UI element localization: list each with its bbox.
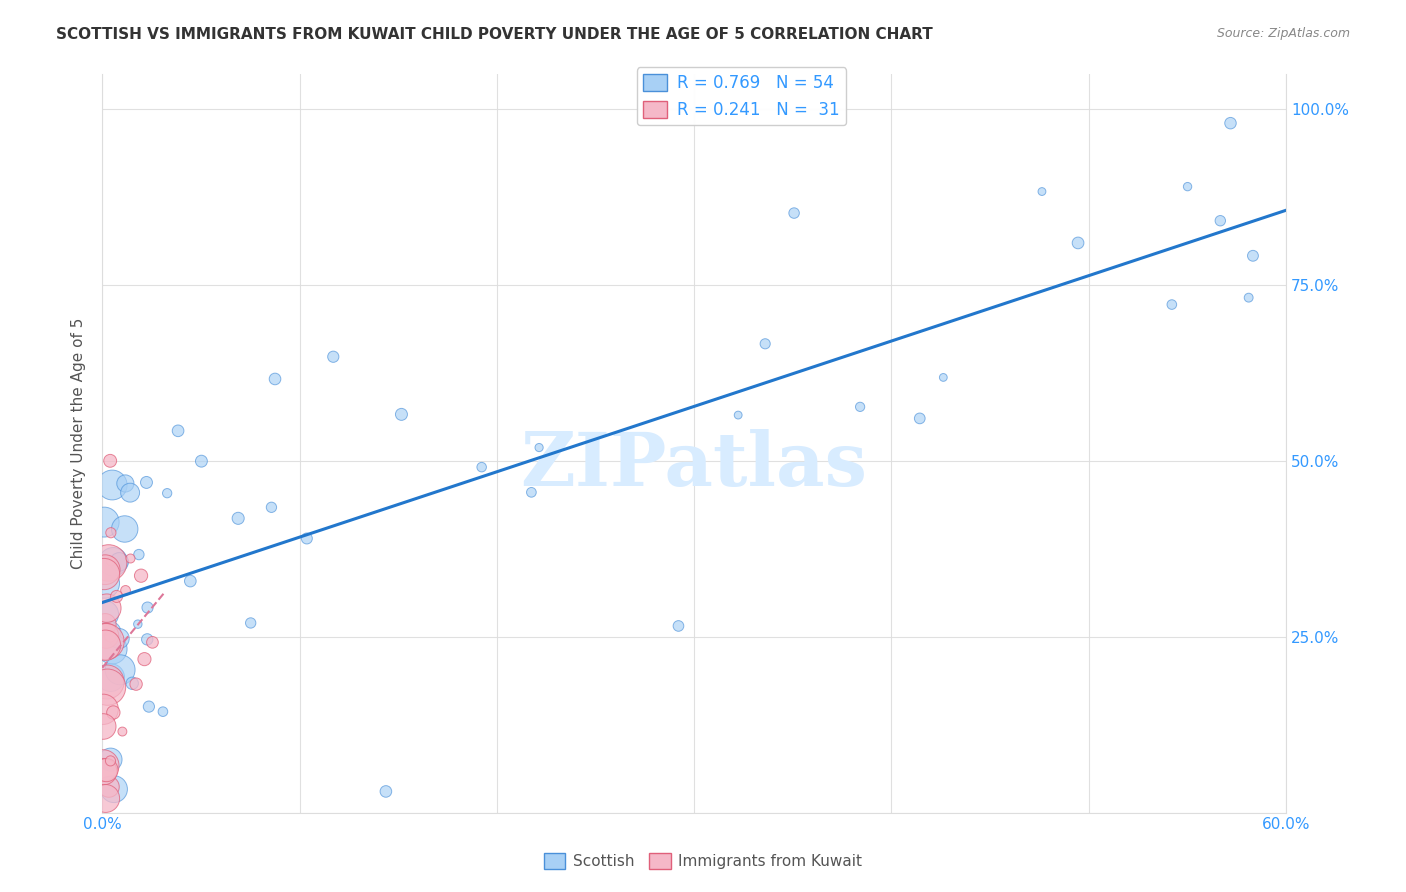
Point xyxy=(91,758,114,772)
Point xyxy=(96,763,118,777)
Point xyxy=(93,576,115,591)
Point xyxy=(1031,185,1053,199)
Text: Source: ZipAtlas.com: Source: ZipAtlas.com xyxy=(1216,27,1350,40)
Point xyxy=(94,791,117,805)
Point xyxy=(114,522,136,536)
Point xyxy=(101,642,124,657)
Point xyxy=(94,617,117,632)
Point xyxy=(120,551,142,566)
Point xyxy=(108,663,131,677)
Point xyxy=(103,782,125,797)
Point xyxy=(322,350,344,364)
Point xyxy=(98,625,121,640)
Point xyxy=(754,336,776,351)
Point xyxy=(96,675,118,690)
Point xyxy=(295,532,318,546)
Point xyxy=(1219,116,1241,130)
Point xyxy=(1237,291,1260,305)
Point xyxy=(134,652,156,666)
Point xyxy=(94,563,117,577)
Point xyxy=(179,574,201,588)
Point xyxy=(138,699,160,714)
Point xyxy=(94,634,117,648)
Point xyxy=(127,617,149,632)
Point xyxy=(783,206,806,220)
Text: ZIPatlas: ZIPatlas xyxy=(520,429,868,502)
Point xyxy=(135,475,157,490)
Point xyxy=(96,601,118,615)
Point xyxy=(100,525,122,540)
Point xyxy=(100,671,122,685)
Point xyxy=(98,629,121,643)
Point xyxy=(93,515,115,529)
Point xyxy=(93,764,115,779)
Point xyxy=(908,411,931,425)
Point xyxy=(141,635,163,649)
Point xyxy=(727,408,749,422)
Point xyxy=(226,511,249,525)
Point xyxy=(932,370,955,384)
Point xyxy=(91,702,114,716)
Point xyxy=(1160,297,1182,311)
Point xyxy=(100,753,122,767)
Point xyxy=(125,677,148,691)
Point xyxy=(97,556,120,570)
Point xyxy=(100,554,122,568)
Text: SCOTTISH VS IMMIGRANTS FROM KUWAIT CHILD POVERTY UNDER THE AGE OF 5 CORRELATION : SCOTTISH VS IMMIGRANTS FROM KUWAIT CHILD… xyxy=(56,27,934,42)
Point xyxy=(94,607,117,621)
Point xyxy=(668,619,690,633)
Point xyxy=(156,486,179,500)
Point xyxy=(391,408,413,422)
Point xyxy=(93,567,115,582)
Y-axis label: Child Poverty Under the Age of 5: Child Poverty Under the Age of 5 xyxy=(72,318,86,569)
Point xyxy=(108,555,131,569)
Point xyxy=(96,629,118,643)
Point xyxy=(264,372,287,386)
Point xyxy=(1177,179,1199,194)
Point xyxy=(849,400,872,414)
Point xyxy=(91,719,114,733)
Point xyxy=(94,638,117,652)
Point xyxy=(97,780,120,794)
Point xyxy=(190,454,212,468)
Point xyxy=(239,615,262,630)
Point xyxy=(121,676,143,690)
Point xyxy=(103,706,125,720)
Point xyxy=(114,583,136,598)
Point xyxy=(108,632,131,646)
Point xyxy=(105,590,128,604)
Legend: R = 0.769   N = 54, R = 0.241   N =  31: R = 0.769 N = 54, R = 0.241 N = 31 xyxy=(637,68,846,126)
Point xyxy=(167,424,190,438)
Point xyxy=(260,500,283,515)
Point xyxy=(129,568,152,582)
Point xyxy=(103,555,125,569)
Point xyxy=(128,548,150,562)
Point xyxy=(136,632,159,647)
Legend: Scottish, Immigrants from Kuwait: Scottish, Immigrants from Kuwait xyxy=(537,847,869,875)
Point xyxy=(120,485,142,500)
Point xyxy=(101,478,124,492)
Point xyxy=(98,454,121,468)
Point xyxy=(114,476,136,491)
Point xyxy=(111,724,134,739)
Point xyxy=(471,460,494,475)
Point xyxy=(527,441,550,455)
Point xyxy=(152,705,174,719)
Point xyxy=(374,784,396,798)
Point xyxy=(100,754,122,768)
Point xyxy=(97,680,120,694)
Point xyxy=(1067,235,1090,250)
Point xyxy=(1241,249,1264,263)
Point xyxy=(136,600,159,615)
Point xyxy=(1209,213,1232,227)
Point xyxy=(520,485,543,500)
